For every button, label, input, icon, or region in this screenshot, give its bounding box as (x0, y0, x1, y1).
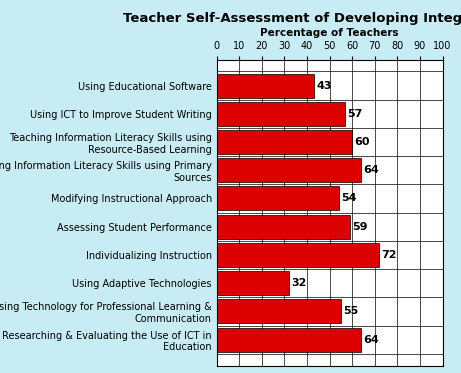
Text: 54: 54 (341, 194, 356, 204)
Bar (217, 215, 350, 239)
Bar (217, 300, 341, 323)
Text: 72: 72 (382, 250, 397, 260)
Text: 43: 43 (316, 81, 331, 91)
Bar (217, 271, 289, 295)
Bar (217, 102, 345, 126)
X-axis label: Percentage of Teachers: Percentage of Teachers (260, 28, 399, 38)
Text: 57: 57 (348, 109, 363, 119)
Bar (217, 186, 339, 210)
Bar (217, 158, 361, 182)
Bar (217, 73, 314, 98)
Text: 64: 64 (363, 335, 379, 345)
Title: Teacher Self-Assessment of Developing Integrating ICT: Teacher Self-Assessment of Developing In… (123, 12, 461, 25)
Bar (217, 243, 379, 267)
Text: 55: 55 (343, 306, 358, 316)
Text: 60: 60 (355, 137, 370, 147)
Text: 32: 32 (291, 278, 307, 288)
Text: 59: 59 (352, 222, 368, 232)
Bar (217, 130, 352, 154)
Text: 64: 64 (363, 165, 379, 175)
Bar (217, 327, 361, 352)
